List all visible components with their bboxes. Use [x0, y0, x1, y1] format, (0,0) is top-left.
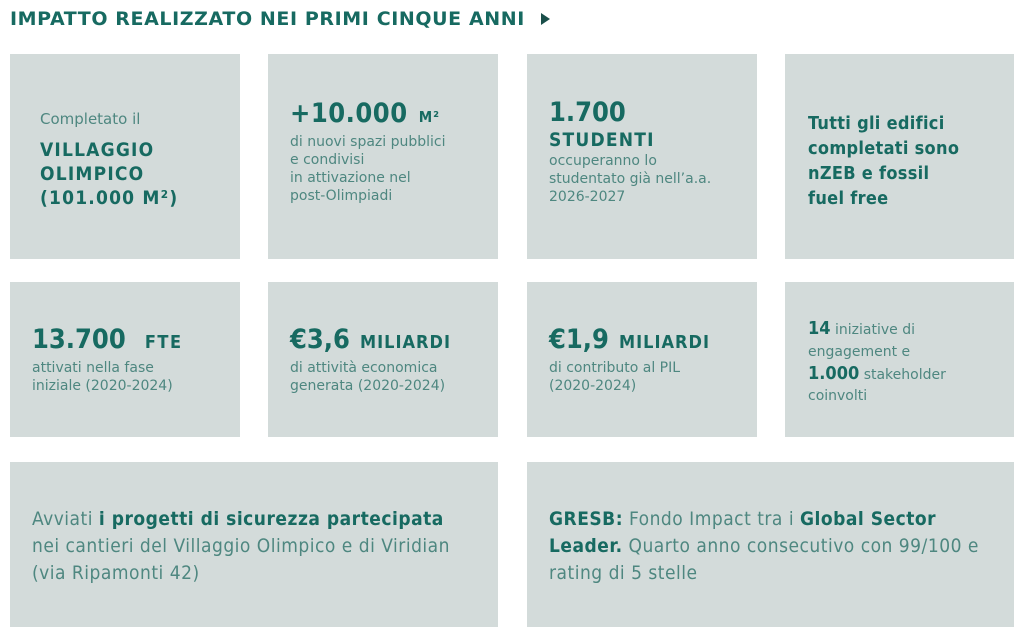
metric-value: 13.700 — [32, 324, 126, 355]
metric-unit: MILIARDI — [619, 332, 710, 353]
initiatives-count: 14 — [808, 318, 831, 339]
card-economic-activity: €3,6 MILIARDI di attività economica gene… — [268, 282, 498, 437]
card-desc-line: in attivazione nel — [290, 170, 411, 186]
card-headline-2: OLIMPICO — [40, 163, 145, 185]
card-desc-line: di contributo al PIL — [549, 360, 681, 376]
stakeholder-count: 1.000 — [808, 363, 860, 384]
initiatives-label: iniziative di — [835, 322, 915, 338]
text-bold-segment: i progetti di sicurezza partecipata — [98, 508, 444, 530]
text-bold-segment: Global Sector Leader. — [549, 508, 937, 557]
play-arrow-icon[interactable] — [540, 13, 550, 25]
card-intro: Completato il — [40, 110, 141, 128]
card-text-line: fuel free — [808, 188, 889, 209]
card-desc-line: (2020-2024) — [549, 378, 637, 394]
metric-unit: STUDENTI — [549, 129, 655, 151]
card-desc-line: di attività economica — [290, 360, 438, 376]
card-desc-line: 2026-2027 — [549, 189, 626, 205]
card-safety-projects: Avviati i progetti di sicurezza partecip… — [10, 462, 498, 627]
engagement-line-3: 1.000 stakeholder — [808, 363, 946, 386]
card-metric: €3,6 MILIARDI — [290, 324, 451, 355]
metric-value: €1,9 — [549, 324, 609, 355]
card-desc-line: di nuovi spazi pubblici — [290, 134, 446, 150]
card-desc-line: studentato già nell’a.a. — [549, 171, 712, 187]
card-text-line: completati sono — [808, 138, 960, 159]
card-metric: €1,9 MILIARDI — [549, 324, 710, 355]
card-public-spaces: +10.000 M² di nuovi spazi pubblici e con… — [268, 54, 498, 259]
card-students: 1.700 STUDENTI occuperanno lo studentato… — [527, 54, 757, 259]
metric-unit: MILIARDI — [360, 332, 451, 353]
text-segment: Avviati — [32, 508, 99, 530]
card-text-line: nZEB e fossil — [808, 163, 930, 184]
card-metric: 13.700 FTE — [32, 324, 183, 355]
card-desc-line: generata (2020-2024) — [290, 378, 446, 394]
metric-value: 1.700 — [549, 97, 626, 128]
card-desc-line: e condivisi — [290, 152, 365, 168]
card-nzeb: Tutti gli edifici completati sono nZEB e… — [785, 54, 1014, 259]
stakeholder-label: stakeholder — [863, 367, 946, 383]
card-desc-line: iniziale (2020-2024) — [32, 378, 173, 394]
card-desc-line: post-Olimpiadi — [290, 188, 393, 204]
card-headline-1: VILLAGGIO — [40, 139, 155, 161]
text-bold-segment: GRESB: — [549, 508, 624, 530]
engagement-line-4: coinvolti — [808, 388, 868, 404]
metric-value: €3,6 — [290, 324, 350, 355]
section-title-text: IMPATTO REALIZZATO NEI PRIMI CINQUE ANNI — [10, 8, 525, 30]
text-segment: Quarto anno consecutivo con 99/100 e rat… — [549, 535, 979, 584]
engagement-line-2: engagement e — [808, 344, 911, 360]
card-paragraph: Avviati i progetti di sicurezza partecip… — [32, 506, 472, 587]
card-paragraph: GRESB: Fondo Impact tra i Global Sector … — [549, 506, 999, 587]
text-segment: nei cantieri del Villaggio Olimpico e di… — [32, 535, 450, 584]
card-engagement: 14 iniziative di engagement e 1.000 stak… — [785, 282, 1014, 437]
card-headline-3: (101.000 M²) — [40, 187, 179, 209]
metric-unit: FTE — [144, 332, 183, 353]
text-segment: Fondo Impact tra i — [623, 508, 801, 530]
engagement-line-1: 14 iniziative di — [808, 318, 946, 341]
metric-value: +10.000 — [290, 98, 408, 129]
section-title: IMPATTO REALIZZATO NEI PRIMI CINQUE ANNI — [10, 8, 550, 30]
card-villaggio-olimpico: Completato il VILLAGGIO OLIMPICO (101.00… — [10, 54, 240, 259]
card-metric: +10.000 M² — [290, 98, 446, 129]
card-gdp-contribution: €1,9 MILIARDI di contributo al PIL (2020… — [527, 282, 757, 437]
card-text-line: Tutti gli edifici — [808, 113, 945, 134]
card-fte: 13.700 FTE attivati nella fase iniziale … — [10, 282, 240, 437]
card-desc-line: occuperanno lo — [549, 153, 657, 169]
metric-unit: M² — [418, 108, 441, 126]
card-desc-line: attivati nella fase — [32, 360, 154, 376]
card-gresb: GRESB: Fondo Impact tra i Global Sector … — [527, 462, 1014, 627]
